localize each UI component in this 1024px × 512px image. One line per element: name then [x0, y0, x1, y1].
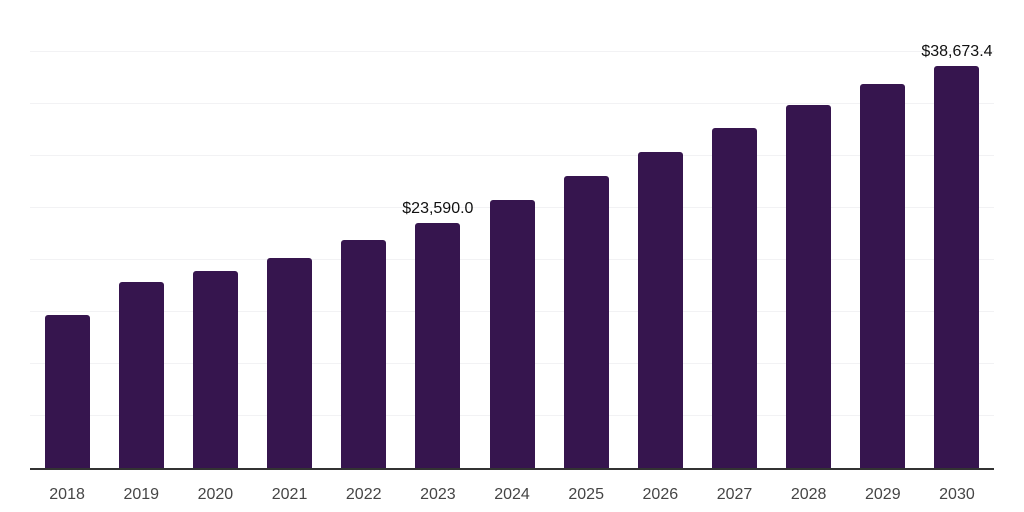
bar-2021[interactable]	[267, 257, 313, 468]
bar-group-2021	[252, 0, 326, 468]
x-tick-label-2022: 2022	[345, 486, 382, 503]
bar-group-2030: $38,673.4	[920, 0, 994, 468]
bar-group-2023: $23,590.0	[401, 0, 475, 468]
bar-2023[interactable]	[415, 222, 461, 468]
x-tick-label-2020: 2020	[197, 486, 234, 503]
bar-2030[interactable]	[934, 65, 980, 468]
bar-group-2029	[846, 0, 920, 468]
x-tick-label-2027: 2027	[716, 486, 753, 503]
bar-group-2027	[697, 0, 771, 468]
x-tick-label-2019: 2019	[123, 486, 160, 503]
bar-2029[interactable]	[860, 84, 906, 468]
gridline-30000	[30, 155, 994, 156]
bar-2028[interactable]	[786, 105, 832, 468]
bar-value-label-2030: $38,673.4	[921, 42, 993, 60]
bar-2026[interactable]	[637, 151, 683, 468]
bar-group-2024	[475, 0, 549, 468]
bar-2027[interactable]	[711, 127, 757, 468]
bar-group-2022	[327, 0, 401, 468]
bars-row: $23,590.0 $38,673.4	[30, 0, 994, 468]
bar-2018[interactable]	[44, 315, 90, 468]
bar-group-2025	[549, 0, 623, 468]
x-tick-label-2026: 2026	[642, 486, 679, 503]
x-tick-label-2029: 2029	[865, 486, 901, 503]
x-tick-label-2023: 2023	[420, 486, 456, 503]
x-tick-label-2024: 2024	[494, 486, 530, 503]
bar-group-2026	[623, 0, 697, 468]
x-tick-label-2030: 2030	[939, 486, 975, 503]
gridline-35000	[30, 103, 994, 104]
x-tick-label-2028: 2028	[790, 486, 827, 503]
plot-area: $23,590.0 $38,673.4	[30, 0, 994, 470]
bar-group-2019	[104, 0, 178, 468]
x-tick-label-2021: 2021	[271, 486, 308, 503]
bar-2020[interactable]	[192, 271, 238, 468]
bar-group-2028	[772, 0, 846, 468]
bar-group-2018	[30, 0, 104, 468]
gridline-40000	[30, 51, 994, 52]
x-tick-label-2025: 2025	[568, 486, 604, 503]
x-axis-labels: 2018 2019 2020 2021 2022 2023 2024 2025 2026 2027…	[30, 485, 994, 504]
x-tick-label-2018: 2018	[49, 486, 85, 503]
bar-2019[interactable]	[118, 281, 164, 468]
bar-2025[interactable]	[563, 175, 609, 468]
bar-2024[interactable]	[489, 199, 535, 468]
x-axis-line	[30, 468, 994, 470]
bar-value-label-2023: $23,590.0	[402, 199, 474, 217]
bar-group-2020	[178, 0, 252, 468]
bar-2022[interactable]	[341, 240, 387, 468]
